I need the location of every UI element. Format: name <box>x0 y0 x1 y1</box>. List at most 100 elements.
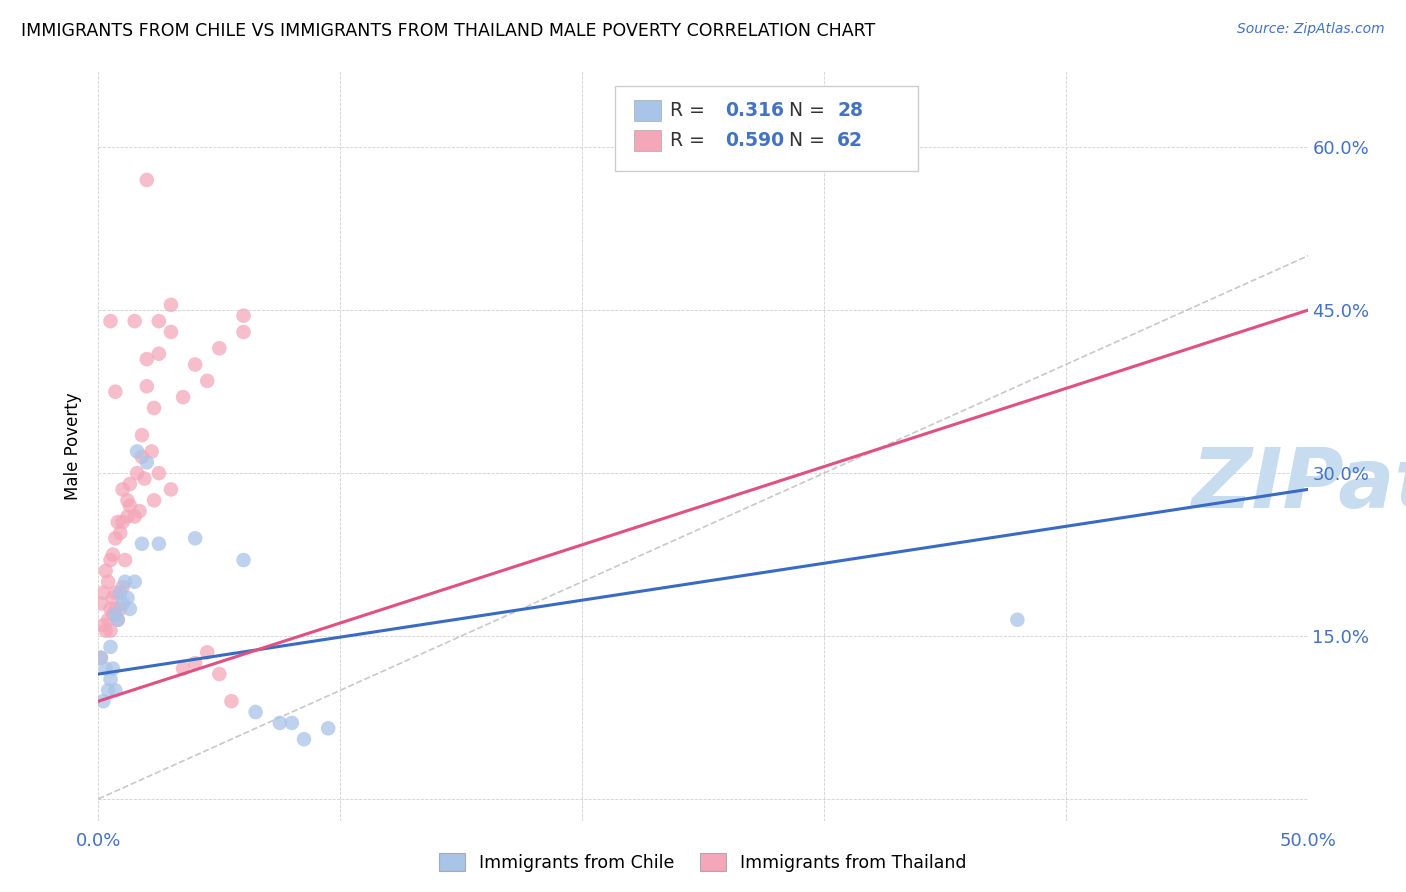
Point <box>107 515 129 529</box>
Point <box>108 525 131 540</box>
FancyBboxPatch shape <box>614 86 918 171</box>
FancyBboxPatch shape <box>634 100 661 120</box>
Point <box>100 624 122 638</box>
Point <box>160 298 183 312</box>
Point <box>160 483 183 497</box>
Point <box>104 602 127 616</box>
Point <box>128 504 150 518</box>
Point <box>100 602 122 616</box>
Point <box>104 531 127 545</box>
Point <box>104 683 127 698</box>
Point <box>221 694 243 708</box>
Point <box>108 585 131 599</box>
Point <box>208 667 231 681</box>
Point <box>316 722 339 736</box>
Point <box>124 574 146 589</box>
Point <box>111 515 134 529</box>
Point <box>195 645 218 659</box>
Text: 0.590: 0.590 <box>724 131 785 150</box>
Point <box>281 715 304 730</box>
FancyBboxPatch shape <box>634 130 661 151</box>
Point <box>111 597 134 611</box>
Point <box>118 499 141 513</box>
Point <box>134 472 156 486</box>
Point <box>232 309 254 323</box>
Point <box>131 450 153 464</box>
Point <box>148 347 170 361</box>
Point <box>108 602 131 616</box>
Point <box>208 341 231 355</box>
Text: R =: R = <box>671 101 711 120</box>
Point <box>143 493 166 508</box>
Point <box>172 662 194 676</box>
Point <box>111 483 134 497</box>
Point <box>114 574 136 589</box>
Point <box>100 673 122 687</box>
Point <box>101 607 124 622</box>
Point <box>184 358 207 372</box>
Point <box>91 694 114 708</box>
Point <box>91 618 114 632</box>
Point <box>104 607 127 622</box>
Point <box>127 466 149 480</box>
Point <box>107 613 129 627</box>
Point <box>148 466 170 480</box>
Point <box>94 624 117 638</box>
Point <box>148 314 170 328</box>
Text: 0.316: 0.316 <box>724 101 783 120</box>
Point <box>118 477 141 491</box>
Point <box>118 602 141 616</box>
Point <box>1007 613 1029 627</box>
Point <box>117 509 139 524</box>
Point <box>124 509 146 524</box>
Point <box>124 314 146 328</box>
Point <box>91 585 114 599</box>
Point <box>94 662 117 676</box>
Point <box>114 553 136 567</box>
Point <box>117 493 139 508</box>
Point <box>107 613 129 627</box>
Point <box>131 537 153 551</box>
Y-axis label: Male Poverty: Male Poverty <box>65 392 83 500</box>
Legend: Immigrants from Chile, Immigrants from Thailand: Immigrants from Chile, Immigrants from T… <box>432 847 974 879</box>
Text: Source: ZipAtlas.com: Source: ZipAtlas.com <box>1237 22 1385 37</box>
Point <box>135 455 157 469</box>
Point <box>143 401 166 415</box>
Point <box>135 173 157 187</box>
Point <box>184 656 207 670</box>
Point <box>90 597 112 611</box>
Point <box>135 352 157 367</box>
Text: IMMIGRANTS FROM CHILE VS IMMIGRANTS FROM THAILAND MALE POVERTY CORRELATION CHART: IMMIGRANTS FROM CHILE VS IMMIGRANTS FROM… <box>21 22 876 40</box>
Point <box>232 325 254 339</box>
Point <box>232 553 254 567</box>
Point <box>97 613 120 627</box>
Point <box>131 428 153 442</box>
Text: N =: N = <box>789 131 831 150</box>
Point <box>148 537 170 551</box>
Point <box>195 374 218 388</box>
Point <box>292 732 315 747</box>
Point <box>90 650 112 665</box>
Point <box>101 591 124 605</box>
Point <box>104 384 127 399</box>
Point <box>94 564 117 578</box>
Text: ZIPatlas: ZIPatlas <box>1191 443 1406 524</box>
Text: 28: 28 <box>837 101 863 120</box>
Text: R =: R = <box>671 131 711 150</box>
Point <box>100 553 122 567</box>
Point <box>97 574 120 589</box>
Point <box>100 314 122 328</box>
Point <box>245 705 267 719</box>
Point <box>127 444 149 458</box>
Point <box>90 650 112 665</box>
Point <box>101 548 124 562</box>
Point <box>269 715 291 730</box>
Point <box>97 683 120 698</box>
Point <box>160 325 183 339</box>
Text: N =: N = <box>789 101 831 120</box>
Point <box>100 640 122 654</box>
Point <box>101 662 124 676</box>
Point <box>117 591 139 605</box>
Text: 62: 62 <box>837 131 863 150</box>
Point <box>172 390 194 404</box>
